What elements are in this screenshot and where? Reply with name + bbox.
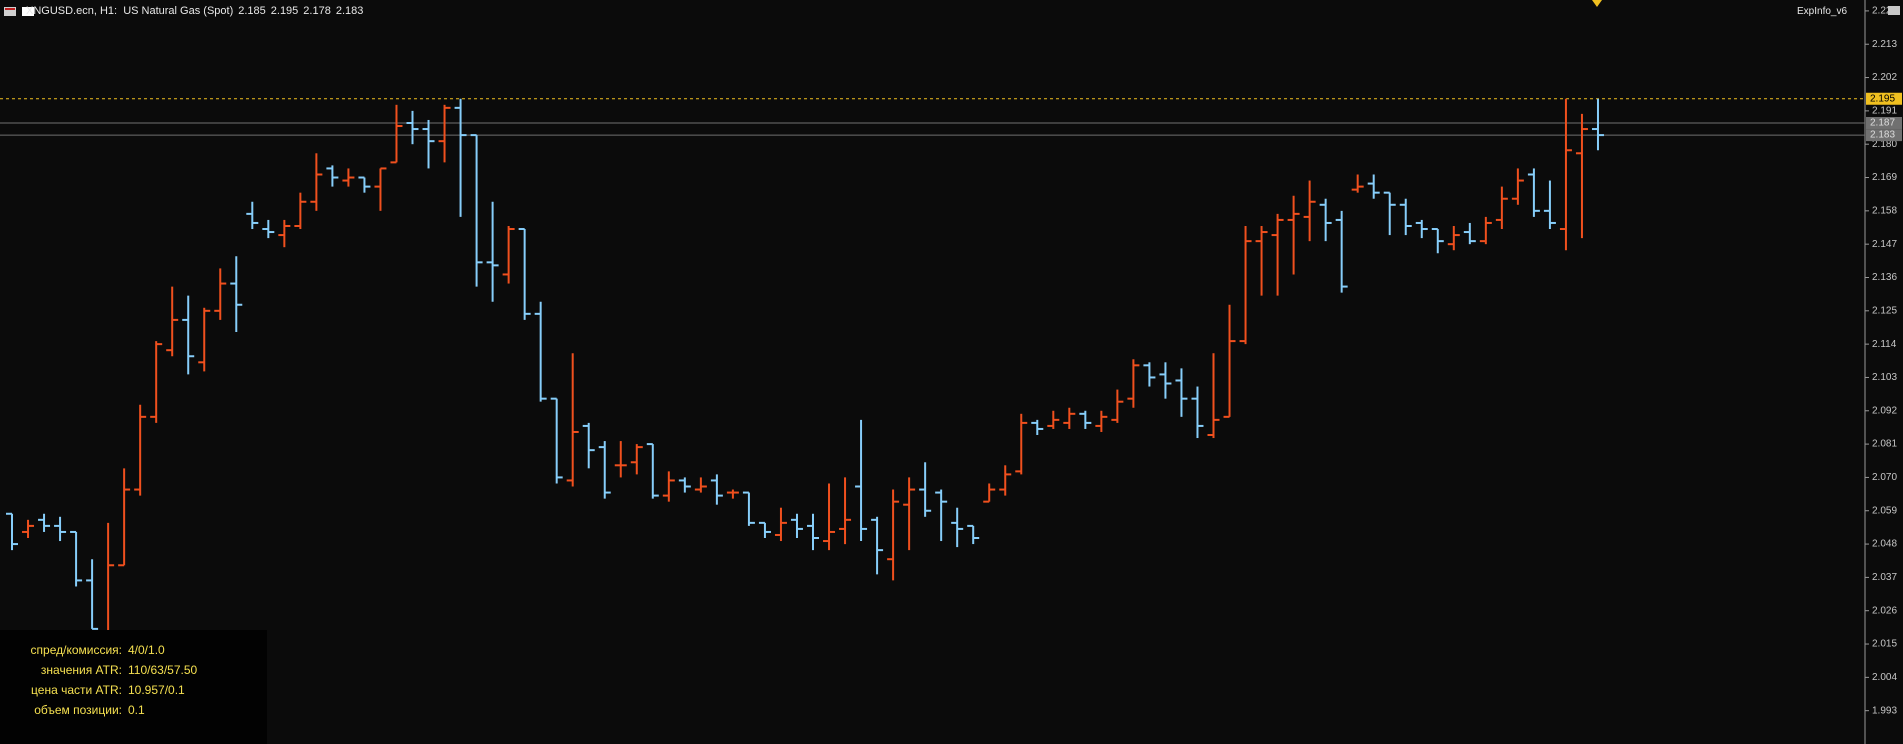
y-tick-label: 2.158 — [1872, 205, 1897, 216]
y-tick-label: 2.070 — [1872, 472, 1897, 483]
y-tick-label: 2.037 — [1872, 572, 1897, 583]
y-tick-label: 2.026 — [1872, 605, 1897, 616]
y-tick-label: 2.092 — [1872, 405, 1897, 416]
info-value: 110/63/57.50 — [128, 663, 198, 677]
price-label: 2.195 — [1870, 93, 1895, 104]
y-tick-label: 2.202 — [1872, 72, 1897, 83]
header-open: 2.185 — [238, 5, 266, 17]
y-tick-label: 2.048 — [1872, 539, 1897, 550]
indicator-name: ExpInfo_v6 — [1797, 6, 1848, 17]
indicator-icon — [1888, 6, 1900, 15]
y-tick-label: 2.015 — [1872, 639, 1897, 650]
chart-header: XNGUSD.ecn, H1: US Natural Gas (Spot) 2.… — [26, 5, 363, 17]
y-tick-label: 2.103 — [1872, 372, 1897, 383]
y-tick-label: 2.125 — [1872, 305, 1897, 316]
header-low: 2.178 — [303, 5, 331, 17]
info-label: спред/комиссия: — [30, 643, 122, 657]
menu-icon-stripe — [5, 8, 15, 10]
shift-marker[interactable] — [1592, 0, 1602, 7]
info-label: значения ATR: — [40, 663, 122, 677]
menu-icon[interactable] — [4, 7, 16, 16]
y-tick-label: 2.136 — [1872, 272, 1897, 283]
price-label: 2.183 — [1870, 130, 1895, 141]
chart-icon[interactable] — [22, 7, 34, 16]
price-label-box — [1866, 116, 1902, 129]
y-tick-label: 2.114 — [1872, 339, 1897, 350]
y-tick-label: 2.081 — [1872, 439, 1897, 450]
header-close: 2.183 — [335, 5, 364, 17]
price-label-box — [1866, 92, 1902, 105]
chart-title: XNGUSD.ecn, H1: US Natural Gas (Spot) — [26, 5, 234, 17]
y-tick-label: 2.224 — [1872, 6, 1897, 17]
info-label: объем позиции: — [34, 703, 122, 717]
y-tick-label: 1.993 — [1872, 705, 1897, 716]
y-tick-label: 2.169 — [1872, 172, 1897, 183]
y-tick-label: 2.191 — [1872, 106, 1897, 117]
info-value: 10.957/0.1 — [128, 683, 185, 697]
price-label-box — [1866, 129, 1902, 142]
y-tick-label: 2.180 — [1872, 139, 1897, 150]
info-value: 0.1 — [128, 703, 145, 717]
info-panel: спред/комиссия: 4/0/1.0 значения ATR: 110/6… — [0, 630, 267, 744]
info-label: цена части ATR: — [31, 683, 122, 697]
price-label: 2.187 — [1870, 118, 1895, 129]
header-high: 2.195 — [270, 5, 299, 17]
y-tick-label: 2.004 — [1872, 672, 1897, 683]
info-value: 4/0/1.0 — [128, 643, 165, 657]
y-tick-label: 2.147 — [1872, 239, 1897, 250]
y-tick-label: 2.059 — [1872, 505, 1897, 516]
y-tick-label: 2.213 — [1872, 39, 1897, 50]
